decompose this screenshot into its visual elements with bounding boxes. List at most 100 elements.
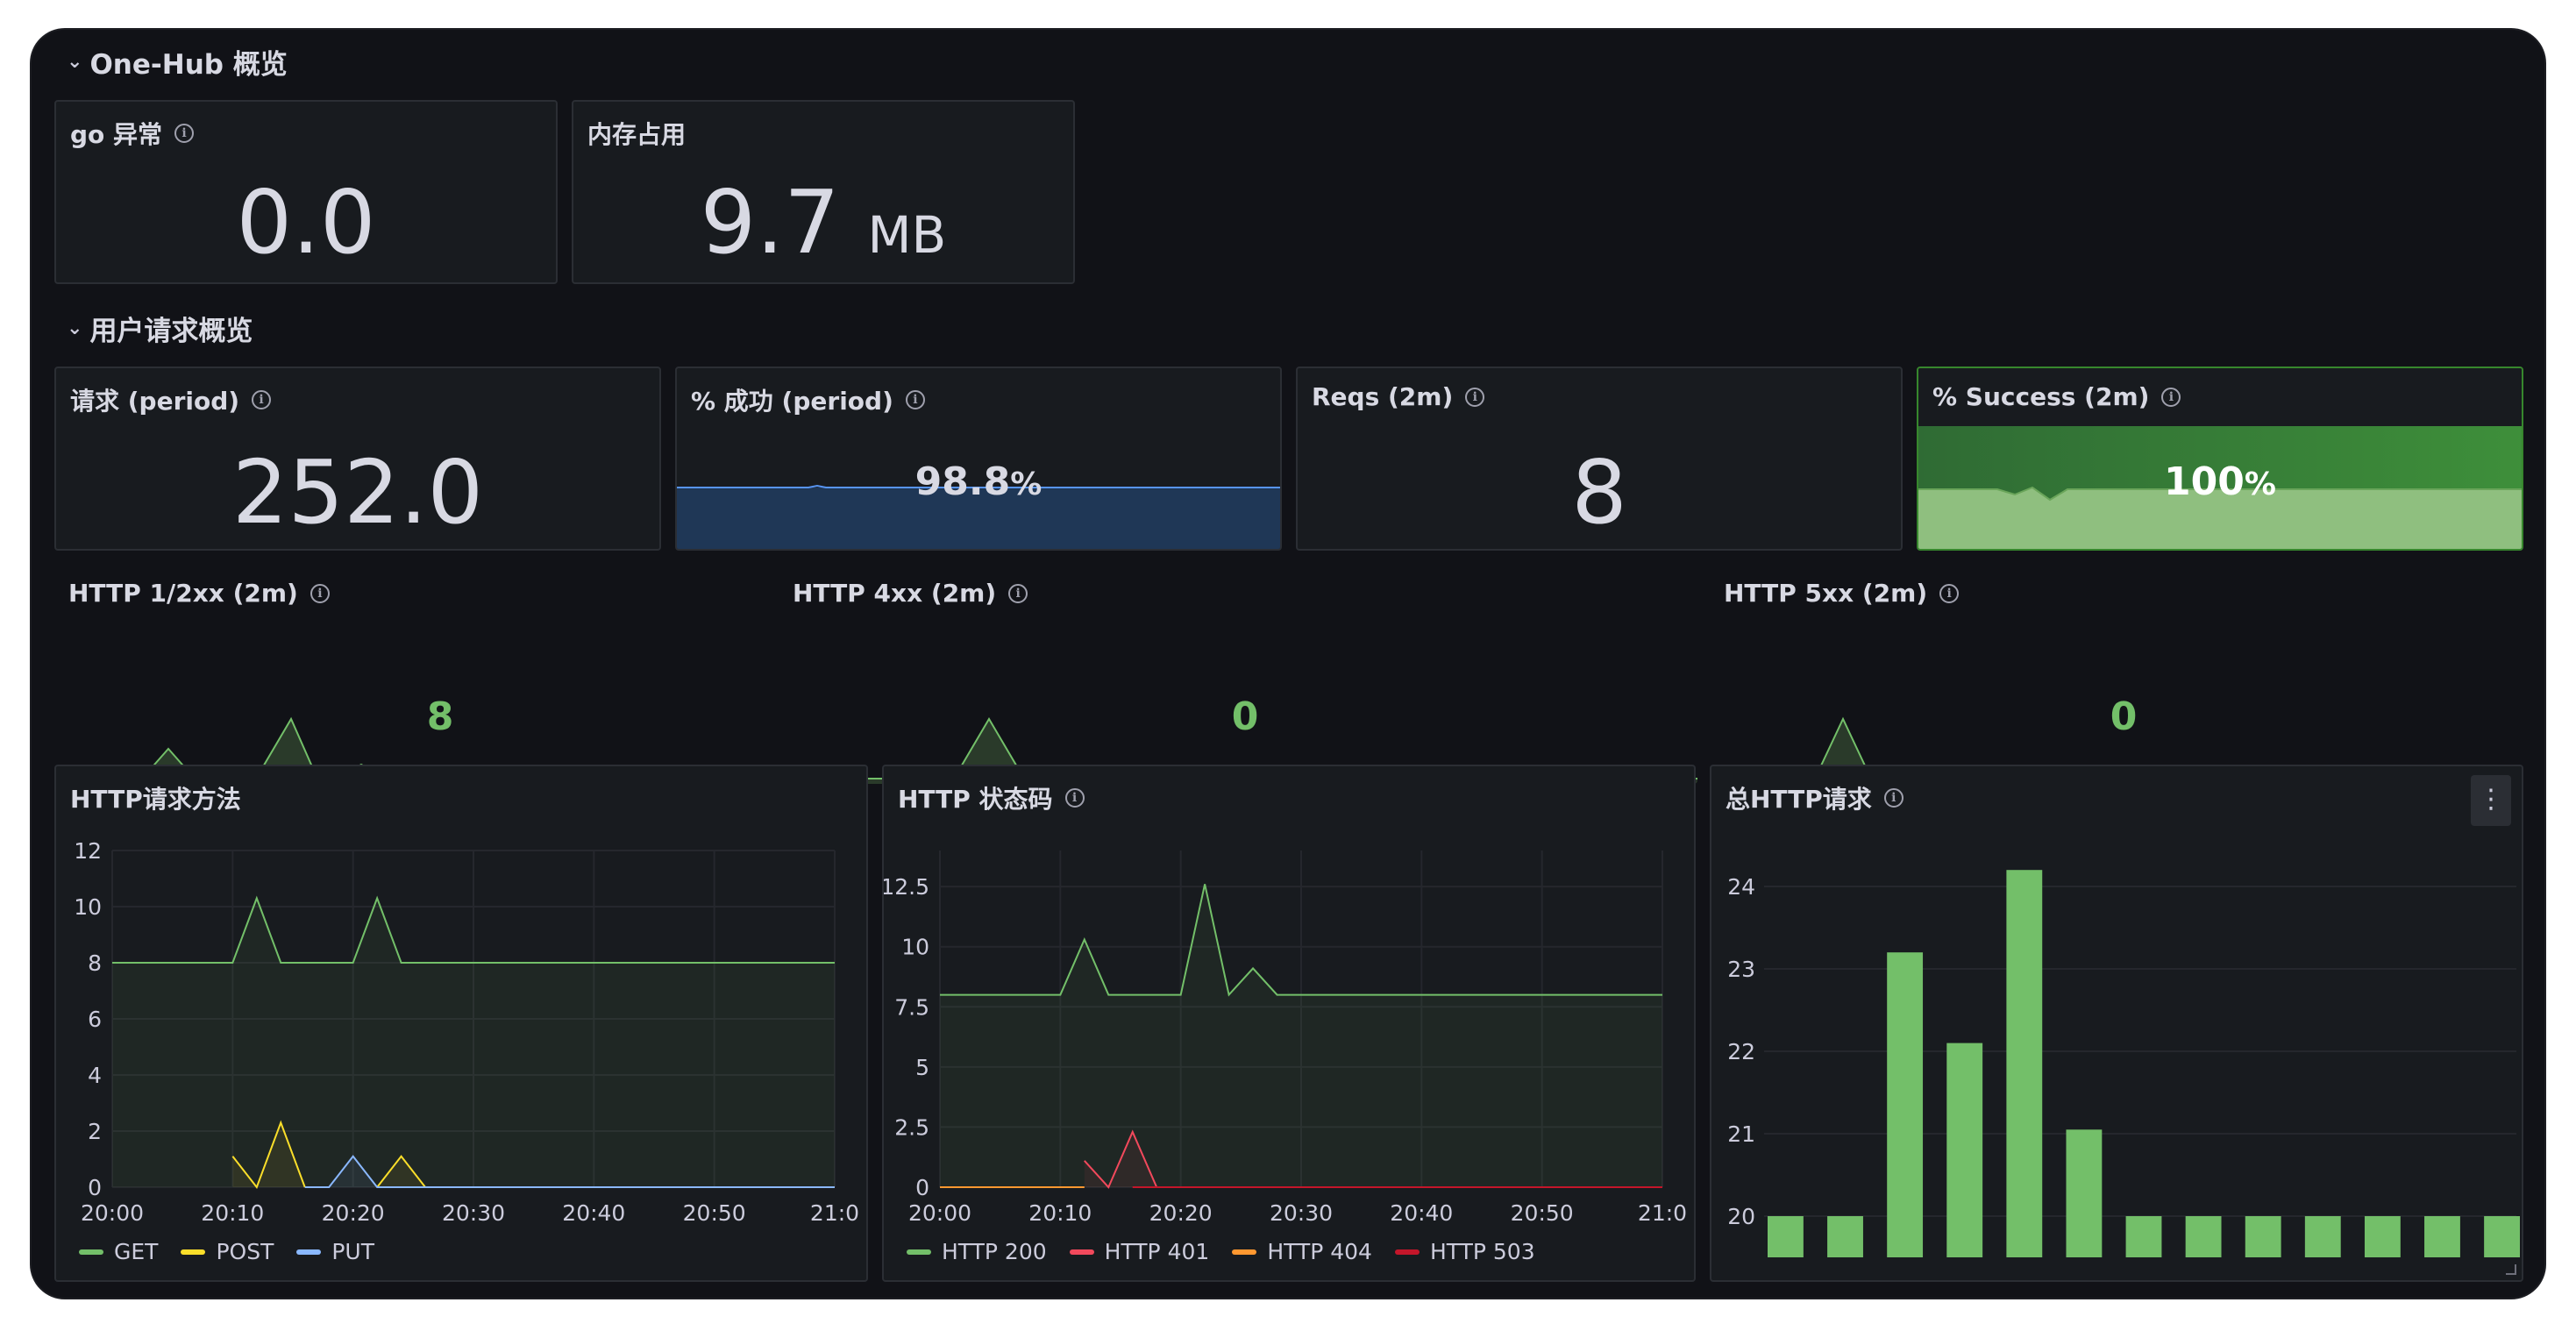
http-status-chart[interactable]: 20:00 20:10 20:20 20:30 20:40 20:50 21:0 0 2.5 5 7… [884,766,1696,1282]
legend-item-http-401[interactable]: HTTP 401 [1069,1239,1210,1264]
series-line-http-200 [940,884,1662,997]
panel-title: go 异常 i [70,116,195,151]
bar [1946,1043,1983,1257]
legend-item-get[interactable]: GET [79,1239,158,1264]
legend-item-http-404[interactable]: HTTP 404 [1232,1239,1372,1264]
row-requests-title: 用户请求概览 [89,316,253,347]
info-icon[interactable]: i [1465,387,1485,407]
info-icon[interactable]: i [1883,788,1904,808]
panel-title: % Success (2m) i [1932,382,2181,411]
http-status-legend: HTTP 200 HTTP 401 HTTP 404 HTTP 503 [907,1239,1535,1264]
bar [2125,1216,2162,1257]
y-tick-label: 2.5 [894,1114,929,1140]
row-requests-header[interactable]: ⌄ 用户请求概览 [67,309,253,348]
success-period-sparkline [677,484,1280,549]
panel-memory[interactable]: 内存占用 9.7 MB [572,100,1075,284]
legend-swatch [181,1249,206,1255]
http-12xx-title: HTTP 1/2xx (2m) [68,579,298,608]
http-methods-legend: GET POST PUT [79,1239,374,1264]
info-icon[interactable]: i [905,390,925,409]
panel-success-period[interactable]: % 成功 (period) i 98.8% [675,367,1282,551]
panel-title: Reqs (2m) i [1312,382,1485,411]
series-area-post [377,1156,426,1187]
http-methods-chart[interactable]: 20:00 20:10 20:20 20:30 20:40 20:50 21:0 0 2 4 6 8 1… [56,766,868,1282]
series-area-http-200 [940,884,1662,1187]
panel-title: HTTP 4xx (2m) i [793,579,1028,608]
info-icon[interactable]: i [1939,583,1960,603]
y-tick-label: 0 [88,1175,102,1200]
panel-requests-period[interactable]: 请求 (period) i 252.0 [54,367,661,551]
info-icon[interactable]: i [1008,583,1028,603]
panel-http-status[interactable]: HTTP 状态码 i 20:00 20:10 20:20 20:30 20:40 20:5… [882,765,1696,1282]
panel-title: % 成功 (period) i [691,382,925,417]
legend-swatch [1069,1249,1094,1255]
legend-label: HTTP 503 [1429,1239,1535,1264]
x-tick-label: 20:30 [442,1200,505,1226]
info-icon[interactable]: i [1064,788,1085,808]
legend-label: GET [114,1239,159,1264]
y-tick-label: 5 [915,1055,929,1080]
legend-item-http-503[interactable]: HTTP 503 [1394,1239,1535,1264]
success-2m-number: 100 [2164,459,2245,504]
legend-item-post[interactable]: POST [181,1239,274,1264]
http-methods-title: HTTP请求方法 [70,785,241,814]
panel-go-errors[interactable]: go 异常 i 0.0 [54,100,558,284]
total-http-chart[interactable]: 20 21 22 23 24 [1711,766,2523,1282]
legend-swatch [296,1249,322,1255]
panel-menu-button[interactable]: ⋮ [2471,775,2511,826]
info-icon[interactable]: i [252,390,272,409]
series-line-get [112,895,835,964]
legend-swatch [907,1249,931,1255]
y-tick-label: 12.5 [884,874,929,900]
panel-http-methods[interactable]: HTTP请求方法 20:00 20:10 20:20 20:30 20:40 20:50 2… [54,765,868,1282]
bar [2484,1216,2520,1257]
series-line-post [376,1155,426,1188]
x-tick-label: 20:00 [81,1200,144,1226]
info-icon[interactable]: i [174,124,195,143]
y-tick-label: 12 [74,838,102,864]
panel-http-12xx[interactable]: HTTP 1/2xx (2m) i 8 [54,565,763,784]
panel-title: HTTP 状态码 i [898,780,1085,815]
panel-reqs-2m[interactable]: Reqs (2m) i 8 [1296,367,1903,551]
legend-item-put[interactable]: PUT [296,1239,374,1264]
y-tick-label: 8 [88,950,102,976]
success-2m-title: % Success (2m) [1932,382,2150,411]
resize-handle[interactable] [2506,1264,2516,1275]
panel-http-4xx[interactable]: HTTP 4xx (2m) i 0 [779,565,1697,784]
http-5xx-value: 0 [2110,694,2138,739]
y-tick-label: 10 [74,894,102,920]
legend-label: PUT [331,1239,375,1264]
y-tick-label: 7.5 [894,994,929,1020]
row-overview-header[interactable]: ⌄ One-Hub 概览 [67,42,288,82]
series-area-put [304,1156,835,1187]
bar [2304,1216,2341,1257]
row-overview-title: One-Hub 概览 [89,49,288,81]
requests-period-value: 252.0 [231,441,484,544]
go-errors-title: go 异常 [70,120,163,149]
legend-item-http-200[interactable]: HTTP 200 [907,1239,1047,1264]
total-http-title: 总HTTP请求 [1726,785,1872,814]
panel-title: 请求 (period) i [70,382,272,417]
success-period-title: % 成功 (period) [691,387,893,416]
memory-title: 内存占用 [587,120,687,149]
legend-swatch [1394,1249,1420,1255]
y-tick-label: 23 [1727,957,1755,982]
legend-swatch [79,1249,103,1255]
dashboard-window: ⌄ One-Hub 概览 go 异常 i 0.0 内存占用 9.7 MB ⌄ 用… [32,30,2544,1298]
success-period-number: 98.8 [914,459,1011,504]
legend-label: HTTP 401 [1104,1239,1210,1264]
memory-value: 9.7 MB [573,179,1073,279]
info-icon[interactable]: i [2161,387,2181,407]
info-icon[interactable]: i [310,583,330,603]
series-line-put [304,1155,835,1188]
legend-label: HTTP 404 [1267,1239,1372,1264]
success-2m-background [1918,368,2522,549]
x-tick-label: 20:10 [201,1200,264,1226]
panel-total-http[interactable]: 总HTTP请求 i ⋮ 20 21 22 23 24 [1710,765,2523,1282]
bar [2006,870,2043,1257]
panel-success-2m[interactable]: % Success (2m) i 100% [1917,367,2523,551]
panel-http-5xx[interactable]: HTTP 5xx (2m) i 0 [1710,565,2523,784]
series-area-http-401 [1084,1131,1662,1187]
y-tick-label: 2 [88,1119,102,1144]
success-2m-unit: % [2244,466,2276,502]
